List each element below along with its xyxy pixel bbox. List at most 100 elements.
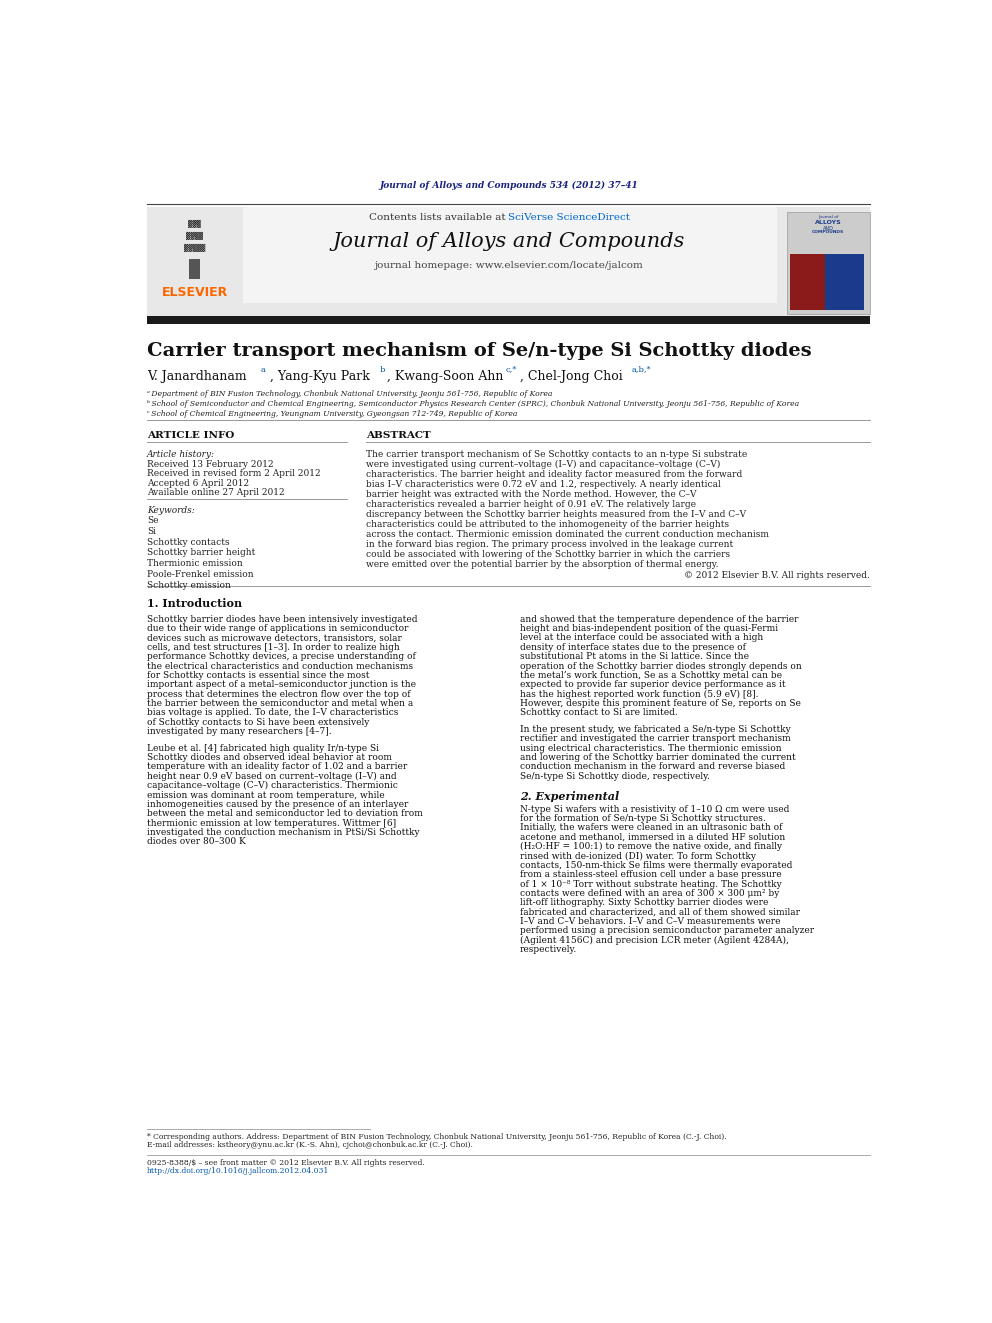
- Text: Schottky barrier height: Schottky barrier height: [147, 549, 255, 557]
- Text: a,b,*: a,b,*: [632, 365, 651, 373]
- Text: Schottky contact to Si are limited.: Schottky contact to Si are limited.: [520, 708, 678, 717]
- Text: for the formation of Se/n-type Si Schottky structures.: for the formation of Se/n-type Si Schott…: [520, 814, 766, 823]
- Text: © 2012 Elsevier B.V. All rights reserved.: © 2012 Elsevier B.V. All rights reserved…: [683, 572, 870, 579]
- Text: 2. Experimental: 2. Experimental: [520, 791, 619, 802]
- Text: rinsed with de-ionized (DI) water. To form Schottky: rinsed with de-ionized (DI) water. To fo…: [520, 852, 756, 860]
- Text: inhomogeneities caused by the presence of an interlayer: inhomogeneities caused by the presence o…: [147, 800, 409, 808]
- Text: COMPOUNDS: COMPOUNDS: [812, 230, 844, 234]
- Text: contacts, 150-nm-thick Se films were thermally evaporated: contacts, 150-nm-thick Se films were the…: [520, 861, 793, 869]
- Text: due to their wide range of applications in semiconductor: due to their wide range of applications …: [147, 624, 409, 634]
- Text: diodes over 80–300 K: diodes over 80–300 K: [147, 837, 246, 847]
- Text: Journal of Alloys and Compounds: Journal of Alloys and Compounds: [332, 232, 684, 251]
- Text: the electrical characteristics and conduction mechanisms: the electrical characteristics and condu…: [147, 662, 414, 671]
- Text: Journal of Alloys and Compounds 534 (2012) 37–41: Journal of Alloys and Compounds 534 (201…: [379, 181, 638, 191]
- Text: Poole-Frenkel emission: Poole-Frenkel emission: [147, 570, 254, 578]
- Text: Keywords:: Keywords:: [147, 507, 194, 515]
- Text: emission was dominant at room temperature, while: emission was dominant at room temperatur…: [147, 791, 385, 799]
- Text: cells, and test structures [1–3]. In order to realize high: cells, and test structures [1–3]. In ord…: [147, 643, 400, 652]
- Text: devices such as microwave detectors, transistors, solar: devices such as microwave detectors, tra…: [147, 634, 402, 643]
- FancyBboxPatch shape: [787, 212, 870, 314]
- Text: b: b: [380, 365, 385, 373]
- Text: of 1 × 10⁻⁸ Torr without substrate heating. The Schottky: of 1 × 10⁻⁸ Torr without substrate heati…: [520, 880, 782, 889]
- Text: lift-off lithography. Sixty Schottky barrier diodes were: lift-off lithography. Sixty Schottky bar…: [520, 898, 769, 908]
- Text: capacitance–voltage (C–V) characteristics. Thermionic: capacitance–voltage (C–V) characteristic…: [147, 781, 398, 790]
- Text: for Schottky contacts is essential since the most: for Schottky contacts is essential since…: [147, 671, 370, 680]
- Text: height and bias-independent position of the quasi-Fermi: height and bias-independent position of …: [520, 624, 778, 634]
- Text: ▓▓▓: ▓▓▓: [188, 220, 201, 228]
- Text: were investigated using current–voltage (I–V) and capacitance–voltage (C–V): were investigated using current–voltage …: [366, 460, 720, 470]
- Text: acetone and methanol, immersed in a diluted HF solution: acetone and methanol, immersed in a dilu…: [520, 832, 786, 841]
- Text: ▓▓▓▓: ▓▓▓▓: [186, 232, 203, 241]
- Text: Schottky diodes and observed ideal behavior at room: Schottky diodes and observed ideal behav…: [147, 753, 392, 762]
- Text: expected to provide far superior device performance as it: expected to provide far superior device …: [520, 680, 786, 689]
- Text: Schottky barrier diodes have been intensively investigated: Schottky barrier diodes have been intens…: [147, 615, 418, 623]
- Text: substitutional Pt atoms in the Si lattice. Since the: substitutional Pt atoms in the Si lattic…: [520, 652, 749, 662]
- Text: ᶜ School of Chemical Engineering, Yeungnam University, Gyeongsan 712-749, Republ: ᶜ School of Chemical Engineering, Yeungn…: [147, 410, 518, 418]
- Text: respectively.: respectively.: [520, 945, 577, 954]
- Text: could be associated with lowering of the Schottky barrier in which the carriers: could be associated with lowering of the…: [366, 550, 730, 558]
- Text: E-mail addresses: kstheory@ynu.ac.kr (K.-S. Ahn), cjchoi@chonbuk.ac.kr (C.-J. Ch: E-mail addresses: kstheory@ynu.ac.kr (K.…: [147, 1140, 473, 1148]
- Text: Carrier transport mechanism of Se/n-type Si Schottky diodes: Carrier transport mechanism of Se/n-type…: [147, 343, 811, 360]
- Text: Accepted 6 April 2012: Accepted 6 April 2012: [147, 479, 249, 488]
- Text: barrier height was extracted with the Norde method. However, the C–V: barrier height was extracted with the No…: [366, 490, 696, 499]
- Text: , Kwang-Soon Ahn: , Kwang-Soon Ahn: [387, 369, 503, 382]
- Text: Journal of: Journal of: [818, 214, 838, 218]
- Text: Thermionic emission: Thermionic emission: [147, 560, 243, 568]
- Text: of Schottky contacts to Si have been extensively: of Schottky contacts to Si have been ext…: [147, 718, 369, 726]
- Text: performance Schottky devices, a precise understanding of: performance Schottky devices, a precise …: [147, 652, 416, 662]
- Text: 1. Introduction: 1. Introduction: [147, 598, 242, 610]
- Text: Leube et al. [4] fabricated high quality Ir/n-type Si: Leube et al. [4] fabricated high quality…: [147, 744, 379, 753]
- Text: important aspect of a metal–semiconductor junction is the: important aspect of a metal–semiconducto…: [147, 680, 416, 689]
- Text: The carrier transport mechanism of Se Schottky contacts to an n-type Si substrat: The carrier transport mechanism of Se Sc…: [366, 450, 747, 459]
- FancyBboxPatch shape: [790, 254, 825, 310]
- Text: conduction mechanism in the forward and reverse biased: conduction mechanism in the forward and …: [520, 762, 786, 771]
- Text: rectifier and investigated the carrier transport mechanism: rectifier and investigated the carrier t…: [520, 734, 791, 744]
- Text: Received 13 February 2012: Received 13 February 2012: [147, 460, 274, 470]
- Text: fabricated and characterized, and all of them showed similar: fabricated and characterized, and all of…: [520, 908, 800, 917]
- Text: between the metal and semiconductor led to deviation from: between the metal and semiconductor led …: [147, 810, 423, 819]
- Text: I–V and C–V behaviors. I–V and C–V measurements were: I–V and C–V behaviors. I–V and C–V measu…: [520, 917, 781, 926]
- Text: bias voltage is applied. To date, the I–V characteristics: bias voltage is applied. To date, the I–…: [147, 708, 399, 717]
- Text: Contents lists available at: Contents lists available at: [368, 213, 509, 222]
- Text: level at the interface could be associated with a high: level at the interface could be associat…: [520, 634, 763, 643]
- Text: V. Janardhanam: V. Janardhanam: [147, 369, 247, 382]
- Text: SciVerse ScienceDirect: SciVerse ScienceDirect: [509, 213, 630, 222]
- Text: discrepancy between the Schottky barrier heights measured from the I–V and C–V: discrepancy between the Schottky barrier…: [366, 509, 746, 519]
- Text: temperature with an ideality factor of 1.02 and a barrier: temperature with an ideality factor of 1…: [147, 762, 408, 771]
- Text: from a stainless-steel effusion cell under a base pressure: from a stainless-steel effusion cell und…: [520, 871, 782, 880]
- Text: thermionic emission at low temperatures. Wittmer [6]: thermionic emission at low temperatures.…: [147, 819, 396, 828]
- Text: , Yang-Kyu Park: , Yang-Kyu Park: [270, 369, 370, 382]
- Text: journal homepage: www.elsevier.com/locate/jalcom: journal homepage: www.elsevier.com/locat…: [374, 261, 643, 270]
- Text: Se: Se: [147, 516, 159, 525]
- Text: density of interface states due to the presence of: density of interface states due to the p…: [520, 643, 746, 652]
- FancyBboxPatch shape: [147, 316, 870, 324]
- FancyBboxPatch shape: [189, 258, 200, 279]
- Text: characteristics revealed a barrier height of 0.91 eV. The relatively large: characteristics revealed a barrier heigh…: [366, 500, 696, 509]
- Text: contacts were defined with an area of 300 × 300 μm² by: contacts were defined with an area of 30…: [520, 889, 780, 898]
- Text: , Chel-Jong Choi: , Chel-Jong Choi: [520, 369, 623, 382]
- Text: ▓▓▓▓▓: ▓▓▓▓▓: [185, 245, 205, 253]
- Text: c,*: c,*: [506, 365, 518, 373]
- Text: and lowering of the Schottky barrier dominated the current: and lowering of the Schottky barrier dom…: [520, 753, 796, 762]
- Text: Article history:: Article history:: [147, 450, 215, 459]
- Text: Schottky emission: Schottky emission: [147, 581, 231, 590]
- Text: investigated the conduction mechanism in PtSi/Si Schottky: investigated the conduction mechanism in…: [147, 828, 420, 837]
- Text: ABSTRACT: ABSTRACT: [366, 431, 431, 439]
- Text: However, despite this prominent feature of Se, reports on Se: However, despite this prominent feature …: [520, 699, 801, 708]
- Text: AND: AND: [822, 226, 833, 232]
- FancyBboxPatch shape: [147, 206, 870, 316]
- Text: and showed that the temperature dependence of the barrier: and showed that the temperature dependen…: [520, 615, 799, 623]
- Text: http://dx.doi.org/10.1016/j.jallcom.2012.04.031: http://dx.doi.org/10.1016/j.jallcom.2012…: [147, 1167, 329, 1175]
- Text: operation of the Schottky barrier diodes strongly depends on: operation of the Schottky barrier diodes…: [520, 662, 802, 671]
- Text: In the present study, we fabricated a Se/n-type Si Schottky: In the present study, we fabricated a Se…: [520, 725, 791, 734]
- Text: Se/n-type Si Schottky diode, respectively.: Se/n-type Si Schottky diode, respectivel…: [520, 771, 710, 781]
- Text: (H₂O:HF = 100:1) to remove the native oxide, and finally: (H₂O:HF = 100:1) to remove the native ox…: [520, 843, 782, 851]
- Text: 0925-8388/$ – see front matter © 2012 Elsevier B.V. All rights reserved.: 0925-8388/$ – see front matter © 2012 El…: [147, 1159, 425, 1167]
- Text: in the forward bias region. The primary process involved in the leakage current: in the forward bias region. The primary …: [366, 540, 733, 549]
- Text: using electrical characteristics. The thermionic emission: using electrical characteristics. The th…: [520, 744, 782, 753]
- Text: a: a: [261, 365, 266, 373]
- Text: has the highest reported work function (5.9 eV) [8].: has the highest reported work function (…: [520, 689, 759, 699]
- Text: ELSEVIER: ELSEVIER: [162, 286, 228, 299]
- Text: bias I–V characteristics were 0.72 eV and 1.2, respectively. A nearly identical: bias I–V characteristics were 0.72 eV an…: [366, 480, 721, 490]
- Text: (Agilent 4156C) and precision LCR meter (Agilent 4284A),: (Agilent 4156C) and precision LCR meter …: [520, 935, 789, 945]
